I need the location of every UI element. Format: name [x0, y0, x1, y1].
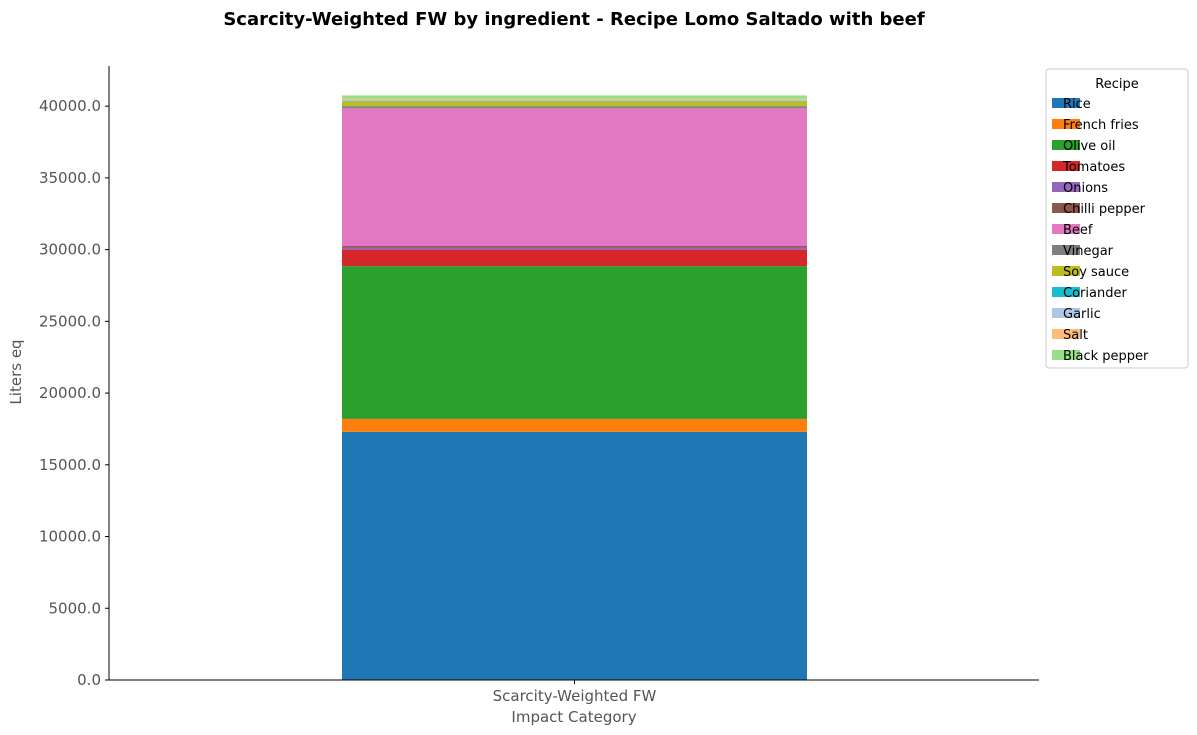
bar-segment-vinegar — [342, 106, 807, 109]
x-axis: Scarcity-Weighted FW — [109, 679, 1039, 705]
bar-segment-chilli-pepper — [342, 246, 807, 248]
legend-label-coriander: Coriander — [1063, 286, 1127, 301]
legend: Recipe Rice French fries Olive oil Tomatoes… — [1045, 68, 1189, 369]
bar-segment-salt — [342, 98, 807, 100]
bar-segment-beef — [342, 108, 807, 247]
legend-swatch-french-fries — [1052, 119, 1080, 129]
bar-segment-tomatoes — [342, 249, 807, 267]
legend-swatch-olive-oil — [1052, 140, 1080, 150]
bar-segment-garlic — [342, 99, 807, 101]
legend-label-salt: Salt — [1063, 328, 1088, 343]
bar-segment-black-pepper — [342, 95, 807, 99]
legend-label-soy-sauce: Soy sauce — [1063, 265, 1129, 280]
legend-swatch-garlic — [1052, 308, 1080, 318]
legend-label-beef: Beef — [1063, 223, 1093, 238]
x-tick-label: Scarcity-Weighted FW — [493, 687, 657, 705]
legend-swatch-salt — [1052, 329, 1080, 339]
bar-segment-soy-sauce — [342, 101, 807, 107]
legend-label-onions: Onions — [1063, 181, 1108, 196]
x-axis-label: Impact Category — [511, 708, 636, 726]
legend-label-chilli-pepper: Chilli pepper — [1063, 202, 1146, 217]
legend-label-vinegar: Vinegar — [1063, 244, 1114, 259]
legend-swatch-vinegar — [1052, 245, 1080, 255]
y-axis-label: Liters eq — [7, 339, 25, 404]
y-tick-label: 40000.0 — [39, 97, 101, 115]
legend-swatch-soy-sauce — [1052, 266, 1080, 276]
legend-label-black-pepper: Black pepper — [1063, 349, 1149, 364]
bar-segment-french-fries — [342, 418, 807, 432]
legend-label-tomatoes: Tomatoes — [1062, 160, 1125, 175]
bar-segment-olive-oil — [342, 266, 807, 419]
y-tick-label: 15000.0 — [39, 456, 101, 474]
legend-title: Recipe — [1095, 77, 1138, 92]
legend-swatch-coriander — [1052, 287, 1080, 297]
y-tick-label: 20000.0 — [39, 384, 101, 402]
legend-label-olive-oil: Olive oil — [1063, 139, 1115, 154]
y-axis: 0.0 5000.0 10000.0 15000.0 20000.0 25000.0 300… — [39, 66, 110, 689]
legend-label-garlic: Garlic — [1063, 307, 1101, 322]
legend-swatch-chilli-pepper — [1052, 203, 1080, 213]
legend-frame — [1045, 68, 1189, 369]
legend-swatch-black-pepper — [1052, 350, 1080, 360]
y-tick-label: 5000.0 — [49, 599, 102, 617]
legend-label-french-fries: French fries — [1063, 118, 1139, 133]
legend-swatch-beef — [1052, 224, 1080, 234]
legend-swatch-onions — [1052, 182, 1080, 192]
legend-swatch-tomatoes — [1052, 161, 1080, 171]
y-tick-label: 35000.0 — [39, 169, 101, 187]
legend-label-rice: Rice — [1063, 97, 1091, 112]
y-tick-label: 0.0 — [77, 671, 101, 689]
chart-title: Scarcity-Weighted FW by ingredient - Rec… — [223, 9, 925, 30]
bar-stack — [342, 95, 807, 680]
y-tick-label: 10000.0 — [39, 528, 101, 546]
y-tick-label: 30000.0 — [39, 241, 101, 259]
y-tick-label: 25000.0 — [39, 312, 101, 330]
legend-swatch-rice — [1052, 98, 1080, 108]
bar-segment-onions — [342, 247, 807, 250]
bar-segment-rice — [342, 431, 807, 680]
